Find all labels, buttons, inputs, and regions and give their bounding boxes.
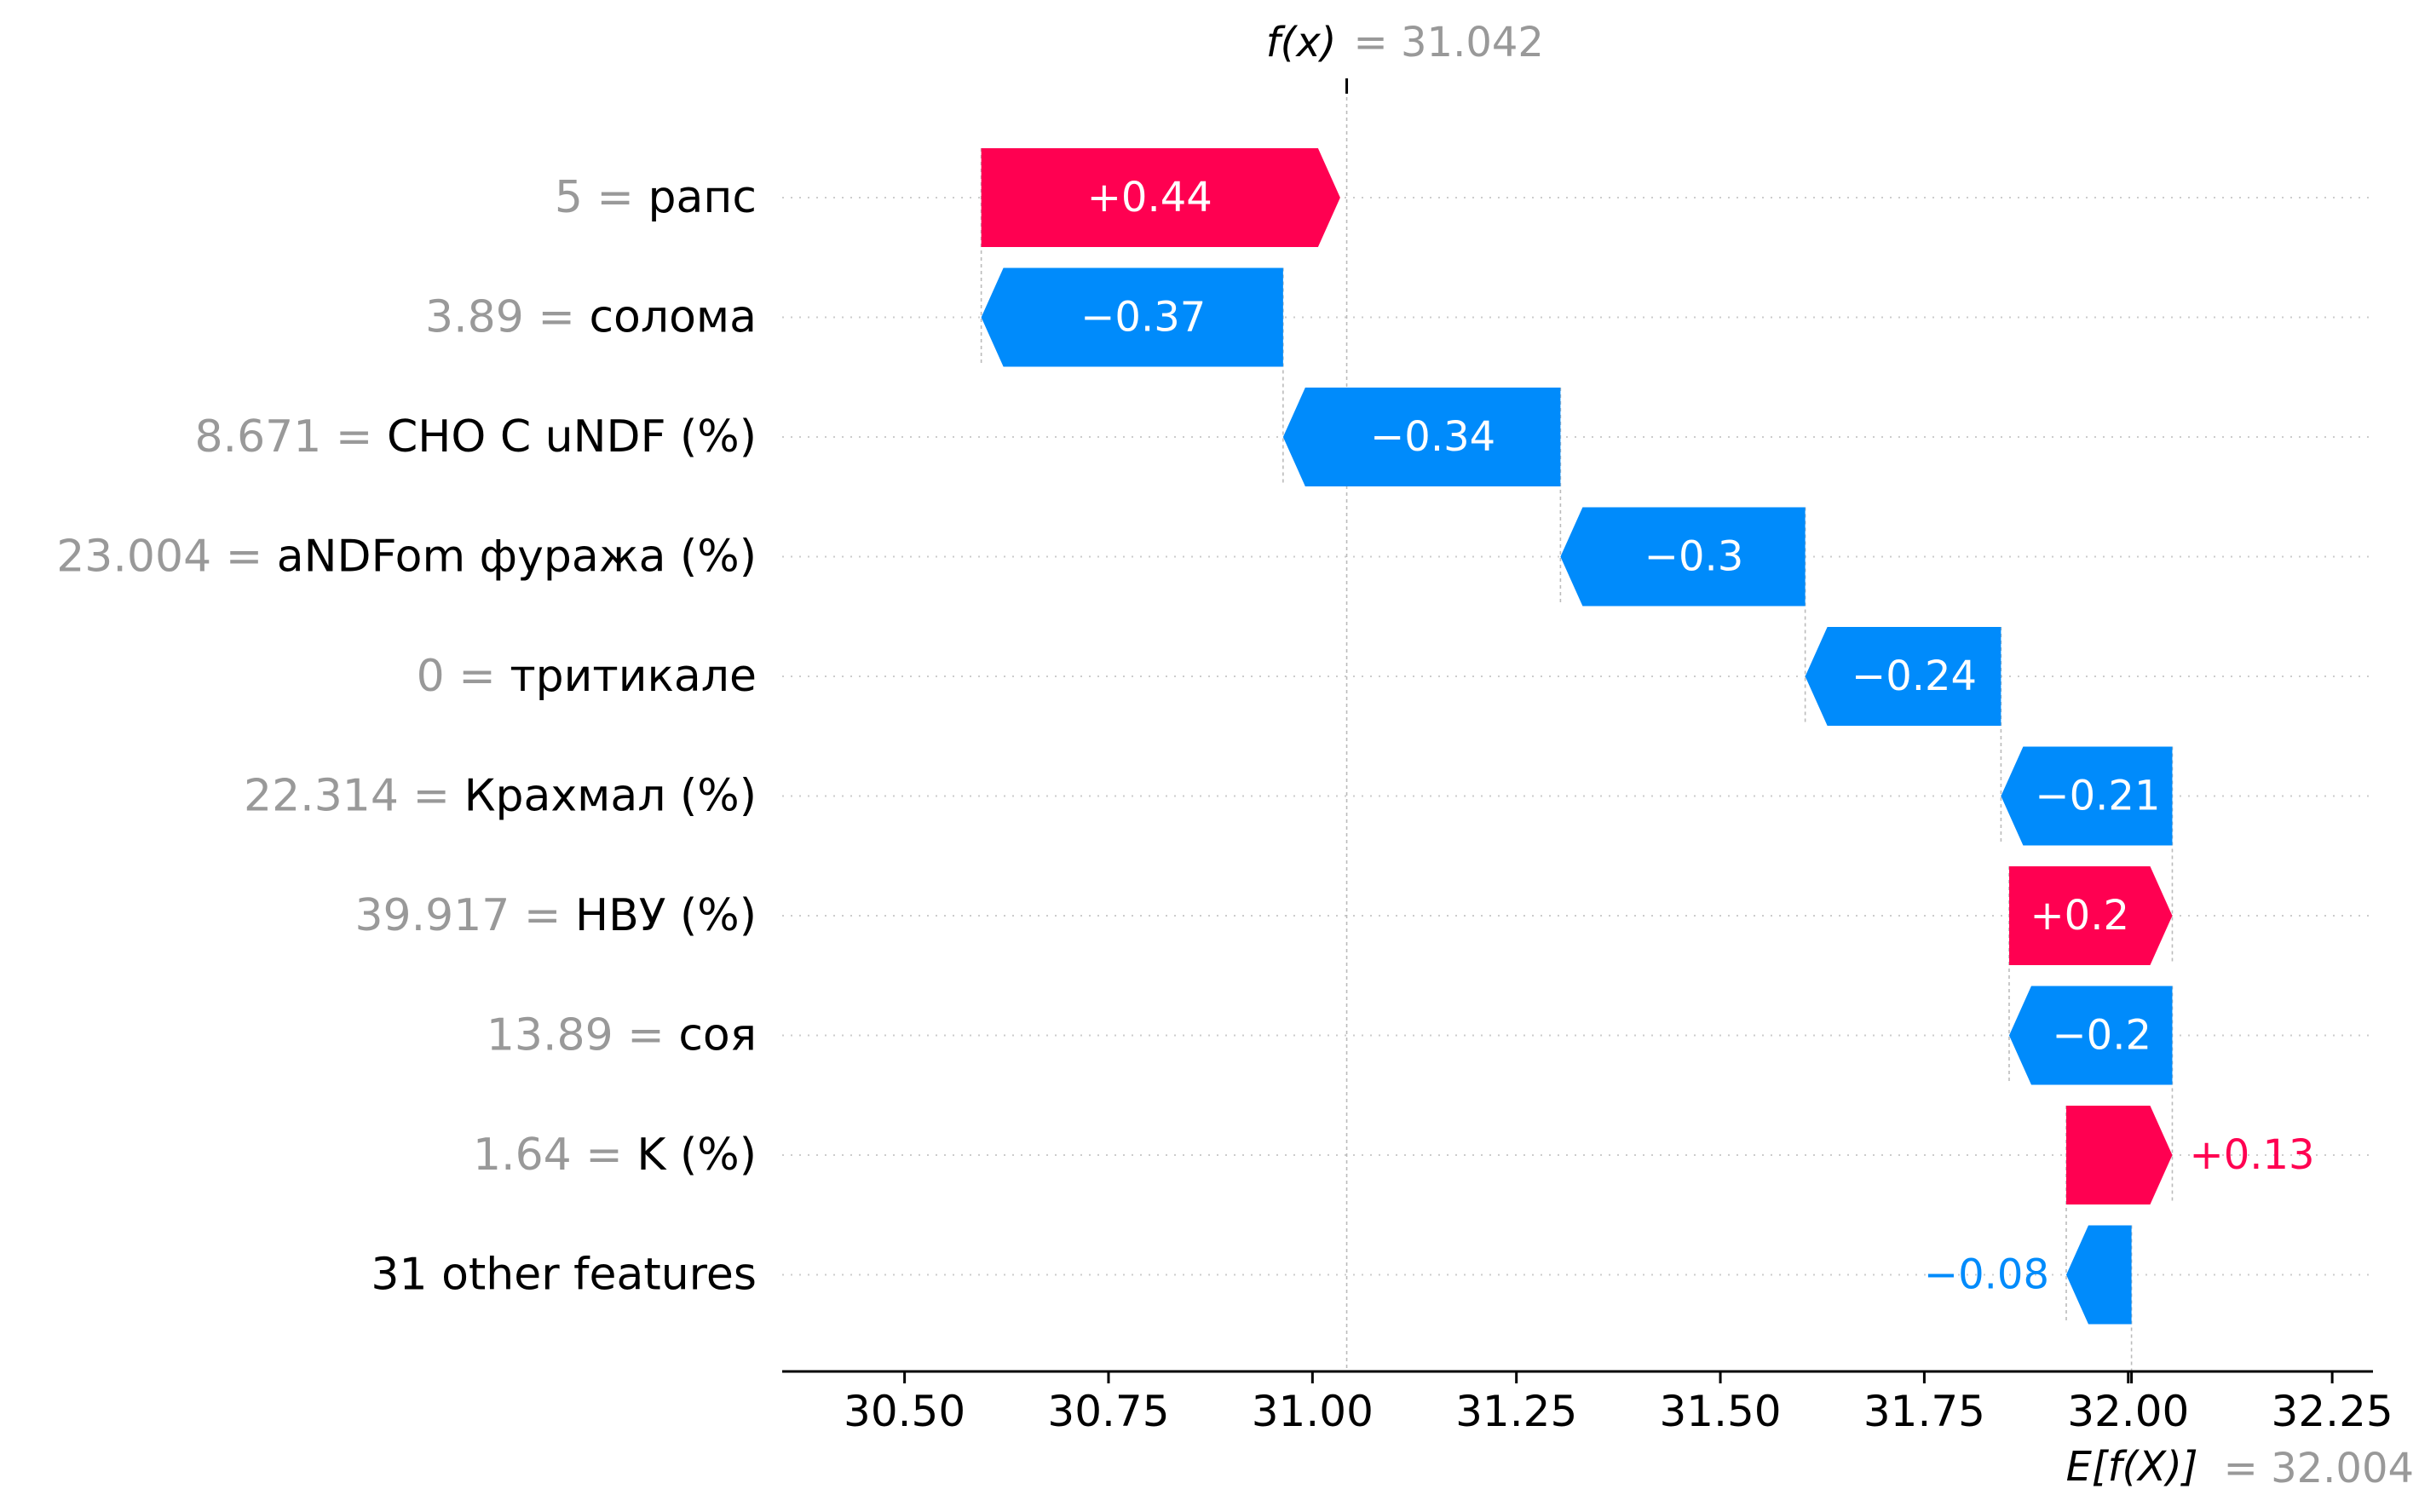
feature-name: CHO C uNDF (%) [387,411,757,463]
efx-annotation: E[f(X)] = 32.004 [2066,1443,2414,1492]
bar-value-label: −0.37 [1080,294,1206,342]
feature-name: aNDFom фуража (%) [277,532,757,583]
fx-value: = 31.042 [1354,19,1544,66]
feature-value: 39.917 = [354,890,575,941]
x-tick-label: 31.50 [1659,1387,1781,1436]
feature-label: 8.671 = CHO C uNDF (%) [194,411,757,463]
feature-name: 31 other features [371,1250,757,1301]
feature-value: 3.89 = [425,292,589,343]
x-tick-label: 30.50 [844,1387,965,1436]
bar-value-label: −0.21 [2035,773,2160,820]
feature-name: тритикале [510,651,757,702]
feature-label: 23.004 = aNDFom фуража (%) [56,532,757,583]
negative-bar [2066,1225,2132,1325]
bars: +0.44 −0.37 −0.34 −0.3 −0.24 −0.21 +0.2 −0.2 +0.… [981,148,2315,1325]
bar-value-label: −0.08 [1924,1251,2049,1299]
negative-bar [1805,627,2001,726]
positive-bar [2008,866,2173,965]
x-tick-label: 31.75 [1863,1387,1985,1436]
feature-value: 1.64 = [473,1130,636,1181]
feature-name: НВУ (%) [575,890,757,941]
feature-value: 13.89 = [487,1010,679,1061]
feature-label: 0 = тритикале [417,651,757,702]
bar-value-label: −0.3 [1644,533,1744,581]
feature-label: 3.89 = солома [425,292,757,343]
bar-value-label: −0.2 [2052,1012,2151,1060]
feature-name: Крахмал (%) [464,771,757,822]
feature-name: K (%) [636,1130,757,1181]
bar-value-label: −0.34 [1370,413,1495,461]
positive-bar [981,148,1340,247]
feature-label: 1.64 = K (%) [473,1130,757,1181]
efx-label: E[f(X)] [2066,1443,2198,1491]
feature-value: 8.671 = [194,411,387,463]
bar-value-label: +0.44 [1087,174,1212,221]
negative-bar [1560,507,1806,607]
bar-value-label: +0.13 [2189,1131,2314,1179]
fx-annotation: f(x) = 31.042 [1266,19,1544,66]
negative-bar [2008,986,2173,1085]
feature-label: 31 other features [371,1250,757,1301]
feature-name: рапс [648,172,757,223]
efx-value: = 32.004 [2224,1445,2414,1492]
x-tick-label: 32.00 [2067,1387,2189,1436]
feature-label: 22.314 = Крахмал (%) [244,771,757,822]
feature-value: 5 = [555,172,648,223]
x-tick-label: 31.00 [1252,1387,1374,1436]
bar-value-label: +0.2 [2030,892,2129,940]
positive-bar [2066,1106,2173,1204]
fx-label: f(x) [1266,19,1337,66]
bar-value-label: −0.24 [1852,653,1977,700]
x-axis: 30.50 30.75 31.00 31.25 31.50 31.75 32.00 32.25 [782,1370,2393,1436]
negative-bar [2001,746,2173,846]
feature-value: 23.004 = [56,532,277,583]
x-tick-label: 32.25 [2272,1387,2393,1436]
feature-label: 39.917 = НВУ (%) [354,890,757,941]
negative-bar [1282,388,1561,486]
negative-bar [981,267,1283,367]
x-tick-label: 30.75 [1047,1387,1169,1436]
x-tick-label: 31.25 [1455,1387,1577,1436]
feature-labels: 5 = рапс 3.89 = солома 8.671 = CHO C uNDF … [56,172,757,1301]
feature-value: 22.314 = [244,771,464,822]
feature-name: соя [678,1010,757,1061]
feature-name: солома [589,292,757,343]
feature-label: 13.89 = соя [487,1010,757,1061]
feature-label: 5 = рапс [555,172,757,223]
feature-value: 0 = [417,651,510,702]
